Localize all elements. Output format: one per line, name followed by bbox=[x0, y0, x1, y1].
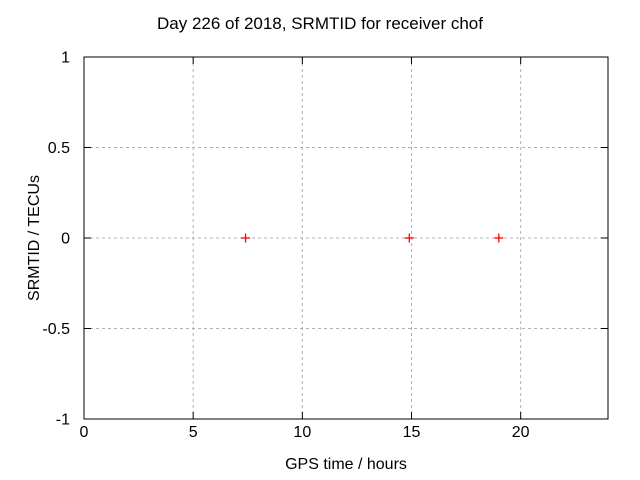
x-axis-label: GPS time / hours bbox=[285, 456, 407, 473]
y-tick-label: 0.5 bbox=[48, 140, 70, 157]
x-tick-label: 20 bbox=[512, 424, 530, 441]
x-tick-label: 5 bbox=[189, 424, 198, 441]
y-tick-label: 0 bbox=[61, 231, 70, 248]
data-point-marker bbox=[404, 233, 414, 243]
x-tick-label: 10 bbox=[293, 424, 311, 441]
x-tick-label: 0 bbox=[80, 424, 89, 441]
data-point-marker bbox=[494, 233, 504, 243]
data-point-marker bbox=[241, 233, 251, 243]
y-tick-label: -0.5 bbox=[42, 321, 70, 338]
x-tick-label: 15 bbox=[403, 424, 421, 441]
plot-border bbox=[83, 56, 609, 420]
chart-title: Day 226 of 2018, SRMTID for receiver cho… bbox=[157, 14, 483, 33]
y-tick-label: -1 bbox=[56, 412, 70, 429]
y-tick-label: 1 bbox=[61, 50, 70, 67]
